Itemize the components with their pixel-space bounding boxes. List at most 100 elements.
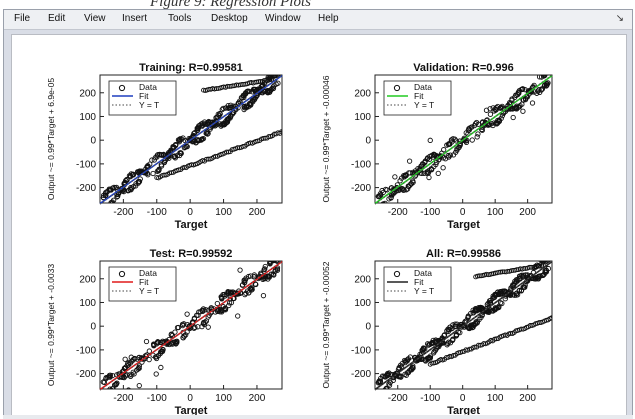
data-point	[540, 261, 546, 264]
menu-view[interactable]: View	[84, 13, 106, 24]
data-point	[203, 307, 209, 313]
data-point	[217, 110, 223, 117]
x-tick-label: -200	[113, 393, 133, 404]
data-point	[513, 277, 520, 283]
data-point	[222, 118, 229, 125]
data-point	[522, 87, 528, 93]
data-point	[176, 152, 183, 159]
menu-insert[interactable]: Insert	[122, 13, 148, 24]
legend-entry: Y = T	[139, 100, 159, 110]
data-point	[478, 305, 485, 311]
data-point	[487, 111, 494, 117]
data-point	[446, 154, 452, 160]
data-point	[504, 291, 510, 297]
data-point	[141, 169, 147, 175]
data-point	[484, 305, 490, 312]
x-axis-label: Target	[447, 219, 480, 231]
data-point	[388, 195, 394, 201]
data-point	[155, 352, 162, 359]
data-point	[225, 149, 231, 155]
data-point	[104, 204, 108, 208]
data-point	[247, 273, 254, 279]
data-point	[542, 75, 547, 77]
data-point	[177, 136, 183, 143]
data-point	[516, 288, 522, 294]
data-point	[542, 75, 548, 78]
data-point	[175, 324, 182, 331]
data-point	[268, 75, 275, 78]
data-point	[128, 187, 134, 193]
data-point	[508, 106, 515, 112]
figure-caption: Figure 9: Regression Plots	[150, 0, 311, 10]
data-point	[153, 371, 159, 377]
data-point	[440, 165, 446, 171]
data-point	[161, 159, 168, 166]
data-point	[493, 119, 500, 126]
regression-panel-2: -200 -100 0 100 200 200 100 0 -100 -200 Test: R=0.…	[46, 248, 283, 417]
x-tick-label: -200	[113, 207, 133, 218]
legend-data-marker	[118, 270, 126, 278]
data-point	[449, 139, 455, 145]
menu-window[interactable]: Window	[265, 13, 301, 24]
data-point	[407, 367, 414, 373]
data-point	[113, 381, 119, 387]
data-point	[541, 271, 547, 277]
data-point	[104, 204, 108, 208]
dock-arrow-icon[interactable]: ↘	[615, 13, 624, 24]
data-point	[472, 121, 479, 127]
data-point	[492, 292, 499, 298]
data-point	[397, 178, 403, 184]
data-point	[529, 100, 536, 106]
data-point	[538, 87, 544, 93]
data-point	[276, 261, 280, 262]
data-point	[133, 183, 139, 189]
data-point	[145, 172, 151, 178]
data-point	[160, 338, 166, 344]
data-point	[379, 391, 383, 395]
identity-line	[99, 260, 283, 391]
menu-file[interactable]: File	[14, 13, 31, 24]
data-point	[180, 335, 186, 341]
data-point	[273, 75, 279, 77]
data-point	[108, 202, 111, 203]
menu-tools[interactable]: Tools	[168, 13, 192, 24]
legend-entry: Fit	[139, 277, 149, 287]
data-point	[217, 309, 223, 315]
data-point	[199, 136, 205, 142]
x-tick-label: 100	[215, 207, 232, 218]
data-point	[427, 355, 433, 361]
menu-edit[interactable]: Edit	[48, 13, 66, 24]
data-point	[173, 340, 179, 346]
data-point	[180, 322, 186, 329]
data-point	[379, 187, 385, 194]
data-point	[426, 174, 432, 181]
legend-entry: Data	[414, 268, 432, 278]
data-point	[457, 329, 463, 336]
data-point	[536, 87, 542, 93]
x-tick-label: 100	[487, 393, 504, 404]
data-point	[102, 391, 106, 395]
data-point	[107, 187, 114, 193]
data-point	[490, 295, 496, 302]
data-point	[154, 340, 160, 346]
data-point	[274, 261, 280, 264]
data-point	[107, 386, 113, 389]
y-tick-label: 100	[79, 298, 96, 309]
data-point	[509, 96, 515, 102]
data-point	[213, 115, 219, 121]
data-point	[452, 321, 458, 327]
data-point	[478, 314, 484, 321]
data-point	[427, 153, 433, 160]
menu-desktop[interactable]: Desktop	[211, 13, 248, 24]
x-tick-label: 100	[487, 207, 504, 218]
x-axis-label: Target	[175, 405, 208, 417]
data-point	[392, 174, 398, 180]
data-point	[172, 142, 179, 149]
legend-entry: Data	[139, 82, 157, 92]
legend-entry: Data	[139, 268, 157, 278]
data-point	[203, 318, 210, 324]
panel-title: Validation: R=0.996	[413, 62, 514, 74]
data-point	[228, 113, 234, 119]
menu-help[interactable]: Help	[318, 13, 339, 24]
data-point	[419, 170, 425, 176]
